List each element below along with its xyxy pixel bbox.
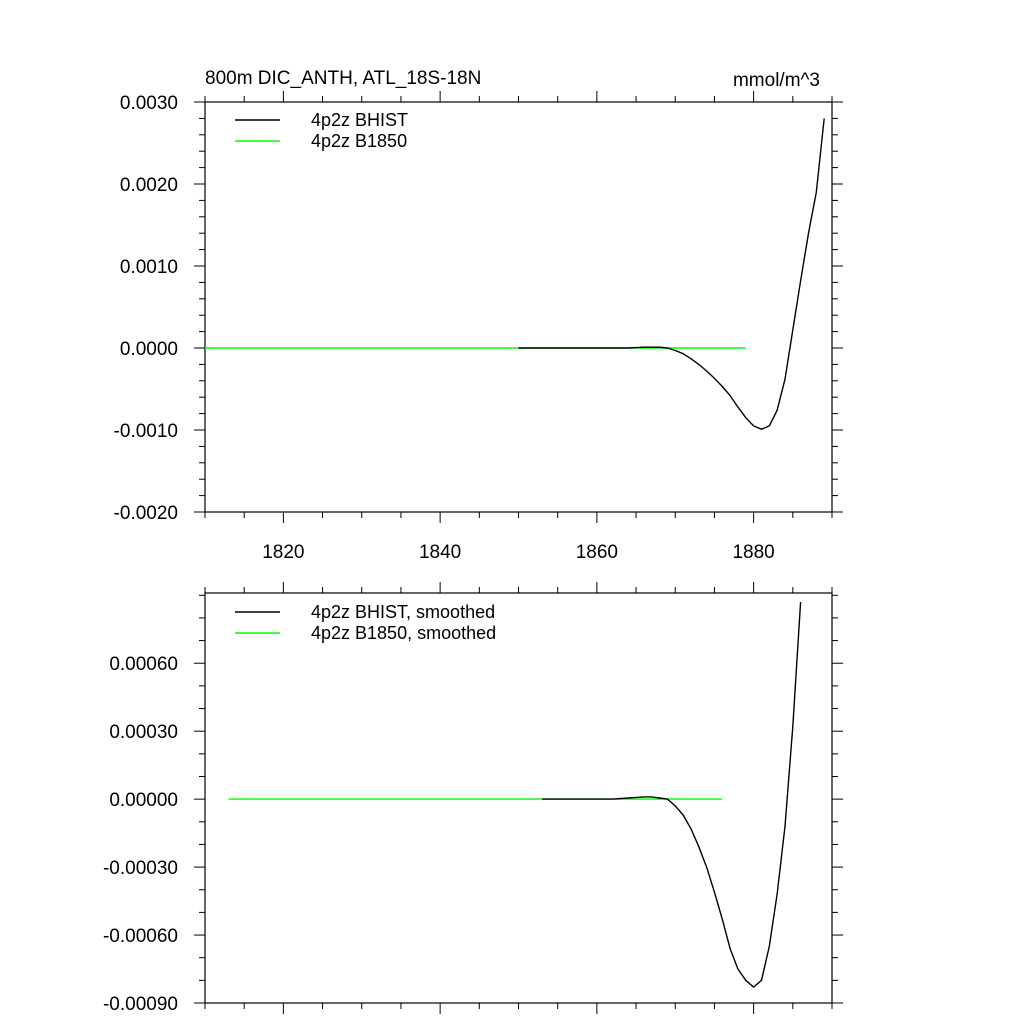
x-tick-label: 1840 <box>419 542 461 563</box>
y-tick-label: 0.00060 <box>109 654 178 675</box>
y-tick-label: 0.0010 <box>120 257 178 278</box>
x-tick-label: 1880 <box>732 542 774 563</box>
y-tick-label: -0.00090 <box>103 994 178 1015</box>
chart-panel-1: -0.0020 -0.0010 0.0000 0.0010 0.0020 0.0030 18… <box>114 68 843 563</box>
chart-title: 800m DIC_ANTH, ATL_18S-18N <box>205 68 481 89</box>
series-line-1 <box>542 602 802 988</box>
x-tick-label: 1820 <box>262 542 304 563</box>
y-tick-label: 0.0000 <box>120 339 178 360</box>
y-tick-label: -0.00060 <box>103 926 178 947</box>
y-tick-label: 0.00030 <box>109 722 178 743</box>
legend-label: 4p2z BHIST <box>311 110 408 130</box>
y-tick-label: 0.00000 <box>109 790 178 811</box>
legend-label: 4p2z B1850 <box>311 131 407 151</box>
series-line-1 <box>518 118 825 430</box>
y-tick-label: -0.0010 <box>114 421 178 442</box>
plot-frame <box>204 592 833 1004</box>
plot-frame <box>204 101 833 513</box>
chart-units: mmol/m^3 <box>733 70 820 91</box>
x-tick-label: 1860 <box>576 542 618 563</box>
legend-label: 4p2z B1850, smoothed <box>311 623 496 643</box>
y-tick-label: -0.00030 <box>103 858 178 879</box>
chart-panel-2: -0.00090 -0.00060 -0.00030 0.00000 0.00030 0.… <box>103 582 843 1015</box>
legend-label: 4p2z BHIST, smoothed <box>311 602 495 622</box>
y-tick-label: 0.0020 <box>120 175 178 196</box>
y-tick-label: 0.0030 <box>120 93 178 114</box>
y-tick-label: -0.0020 <box>114 503 178 524</box>
